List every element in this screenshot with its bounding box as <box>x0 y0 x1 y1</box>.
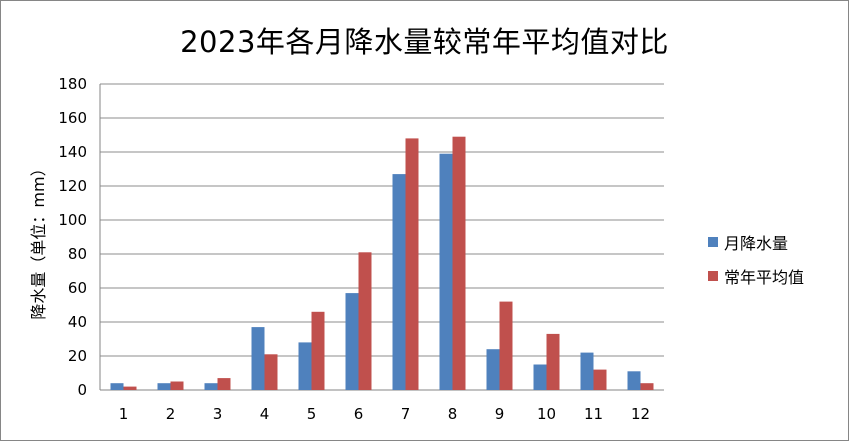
x-tick-label: 10 <box>537 405 556 423</box>
x-tick-label: 6 <box>354 405 364 423</box>
bar-normal-9 <box>499 301 513 390</box>
legend-label-0: 月降水量 <box>724 234 789 253</box>
bar-monthly-4 <box>251 327 265 390</box>
y-tick-label: 80 <box>68 245 87 263</box>
bar-monthly-7 <box>392 174 406 390</box>
bar-normal-8 <box>452 136 466 390</box>
bar-monthly-12 <box>627 371 641 390</box>
x-tick-label: 3 <box>213 405 223 423</box>
y-tick-label: 180 <box>58 75 87 93</box>
bar-normal-7 <box>405 138 419 390</box>
bar-normal-6 <box>358 252 372 390</box>
bar-monthly-5 <box>298 342 312 390</box>
y-tick-label: 120 <box>58 177 87 195</box>
bar-monthly-10 <box>533 364 547 390</box>
y-tick-label: 160 <box>58 109 87 127</box>
bar-normal-11 <box>593 369 607 390</box>
y-tick-label: 140 <box>58 143 87 161</box>
bar-normal-5 <box>311 311 325 390</box>
bar-monthly-9 <box>486 349 500 390</box>
x-tick-label: 1 <box>119 405 129 423</box>
x-tick-label: 9 <box>495 405 505 423</box>
x-tick-label: 8 <box>448 405 458 423</box>
bar-monthly-1 <box>110 383 124 390</box>
y-tick-label: 20 <box>68 347 87 365</box>
bar-monthly-8 <box>439 153 453 390</box>
legend-swatch-1 <box>708 271 718 281</box>
legend-item-1: 常年平均值 <box>708 259 804 293</box>
x-tick-label: 4 <box>260 405 270 423</box>
y-tick-label: 60 <box>68 279 87 297</box>
bar-monthly-6 <box>345 293 359 390</box>
x-tick-label: 7 <box>401 405 411 423</box>
bars <box>110 136 654 390</box>
bar-normal-1 <box>123 386 137 390</box>
bar-normal-4 <box>264 354 278 390</box>
x-tick-label: 11 <box>584 405 603 423</box>
x-tick-labels: 1 2 3 4 5 6 7 8 9 10 11 12 <box>119 405 650 423</box>
legend: 月降水量 常年平均值 <box>708 225 804 293</box>
bar-normal-2 <box>170 381 184 390</box>
bar-monthly-11 <box>580 352 594 390</box>
x-tick-label: 2 <box>166 405 176 423</box>
legend-item-0: 月降水量 <box>708 225 804 259</box>
legend-swatch-0 <box>708 237 718 247</box>
x-tick-label: 12 <box>631 405 650 423</box>
bar-normal-12 <box>640 383 654 390</box>
x-tick-label: 5 <box>307 405 317 423</box>
gridlines <box>99 83 664 391</box>
y-tick-label: 40 <box>68 313 87 331</box>
bar-normal-3 <box>217 378 231 390</box>
legend-label-1: 常年平均值 <box>724 268 805 287</box>
y-tick-label: 0 <box>77 381 87 399</box>
chart-title: 2023年各月降水量较常年平均值对比 <box>180 25 669 59</box>
bar-monthly-3 <box>204 383 218 390</box>
bar-monthly-2 <box>157 383 171 390</box>
y-tick-labels: 0 20 40 60 80 100 120 140 160 180 <box>58 75 87 399</box>
bar-normal-10 <box>546 333 560 390</box>
y-tick-label: 100 <box>58 211 87 229</box>
